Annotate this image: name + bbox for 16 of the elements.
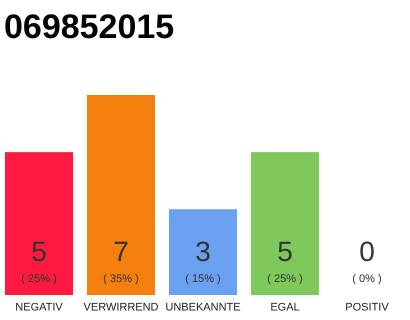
data-label: ( 25% ) (21, 273, 57, 285)
x-tick-label: EGAL (270, 302, 300, 314)
chart-title: 069852015 (4, 8, 174, 46)
data-label: ( 35% ) (103, 273, 139, 285)
x-tick-label: UNBEKANNTE (165, 302, 241, 314)
annotation: 5 (31, 236, 47, 267)
data-label: ( 15% ) (185, 273, 221, 285)
annotation: 0 (359, 236, 375, 267)
annotation: 3 (195, 236, 211, 267)
x-tick-label: NEGATIV (15, 302, 64, 314)
annotation: 7 (113, 236, 129, 267)
x-tick-label: POSITIV (345, 302, 390, 314)
x-tick-label: VERWIRREND (84, 302, 159, 314)
annotation: 5 (277, 236, 293, 267)
data-label: ( 0% ) (352, 273, 382, 285)
data-label: ( 25% ) (267, 273, 303, 285)
